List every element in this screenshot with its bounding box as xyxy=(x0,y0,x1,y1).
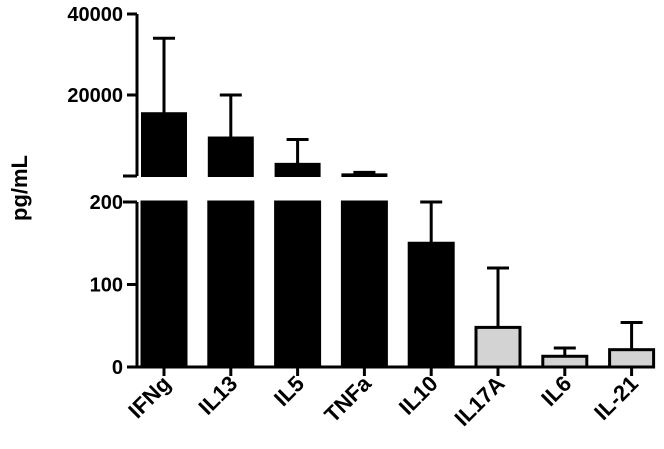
bar-ifng xyxy=(140,200,188,369)
bar-il17a xyxy=(474,325,522,369)
bar-tnfa xyxy=(340,200,388,369)
bar-group-tnfa: TNFa xyxy=(319,170,388,427)
x-tick-label-tnfa: TNFa xyxy=(319,370,376,427)
y-tick-label-upper-0: 20000 xyxy=(67,85,123,107)
bar-group-il-21: IL-21 xyxy=(589,320,656,425)
y-tick-label-upper-1: 40000 xyxy=(67,4,123,26)
y-tick-label-lower-0: 0 xyxy=(112,357,123,379)
bar-group-il5: IL5 xyxy=(269,138,322,411)
bar-upper-ifng xyxy=(141,112,187,177)
bar-upper-il5 xyxy=(274,162,321,178)
bar-il5 xyxy=(274,200,322,369)
bar-upper-tnfa xyxy=(341,173,388,178)
x-tick-label-ifng: IFNg xyxy=(123,371,175,423)
bar-group-il6: IL6 xyxy=(536,346,589,411)
bar-group-il10: IL10 xyxy=(394,200,455,420)
x-tick-label-il6: IL6 xyxy=(536,371,576,411)
x-tick-label-il17a: IL17A xyxy=(449,371,509,431)
bar-il13 xyxy=(207,200,255,369)
bar-il6 xyxy=(541,354,589,369)
bar-upper-il13 xyxy=(207,136,254,177)
x-tick-label-il13: IL13 xyxy=(194,371,243,420)
bar-group-il13: IL13 xyxy=(194,93,255,420)
bar-il-21 xyxy=(608,348,656,369)
x-tick-label-il10: IL10 xyxy=(394,371,443,420)
bar-group-il17a: IL17A xyxy=(449,266,522,431)
y-tick-label-lower-2: 200 xyxy=(90,192,123,214)
y-tick-label-lower-1: 100 xyxy=(90,275,123,297)
x-tick-label-il-21: IL-21 xyxy=(589,371,643,425)
bar-il10 xyxy=(407,241,455,369)
x-tick-label-il5: IL5 xyxy=(269,371,309,411)
y-axis-title: pg/mL xyxy=(7,155,32,221)
